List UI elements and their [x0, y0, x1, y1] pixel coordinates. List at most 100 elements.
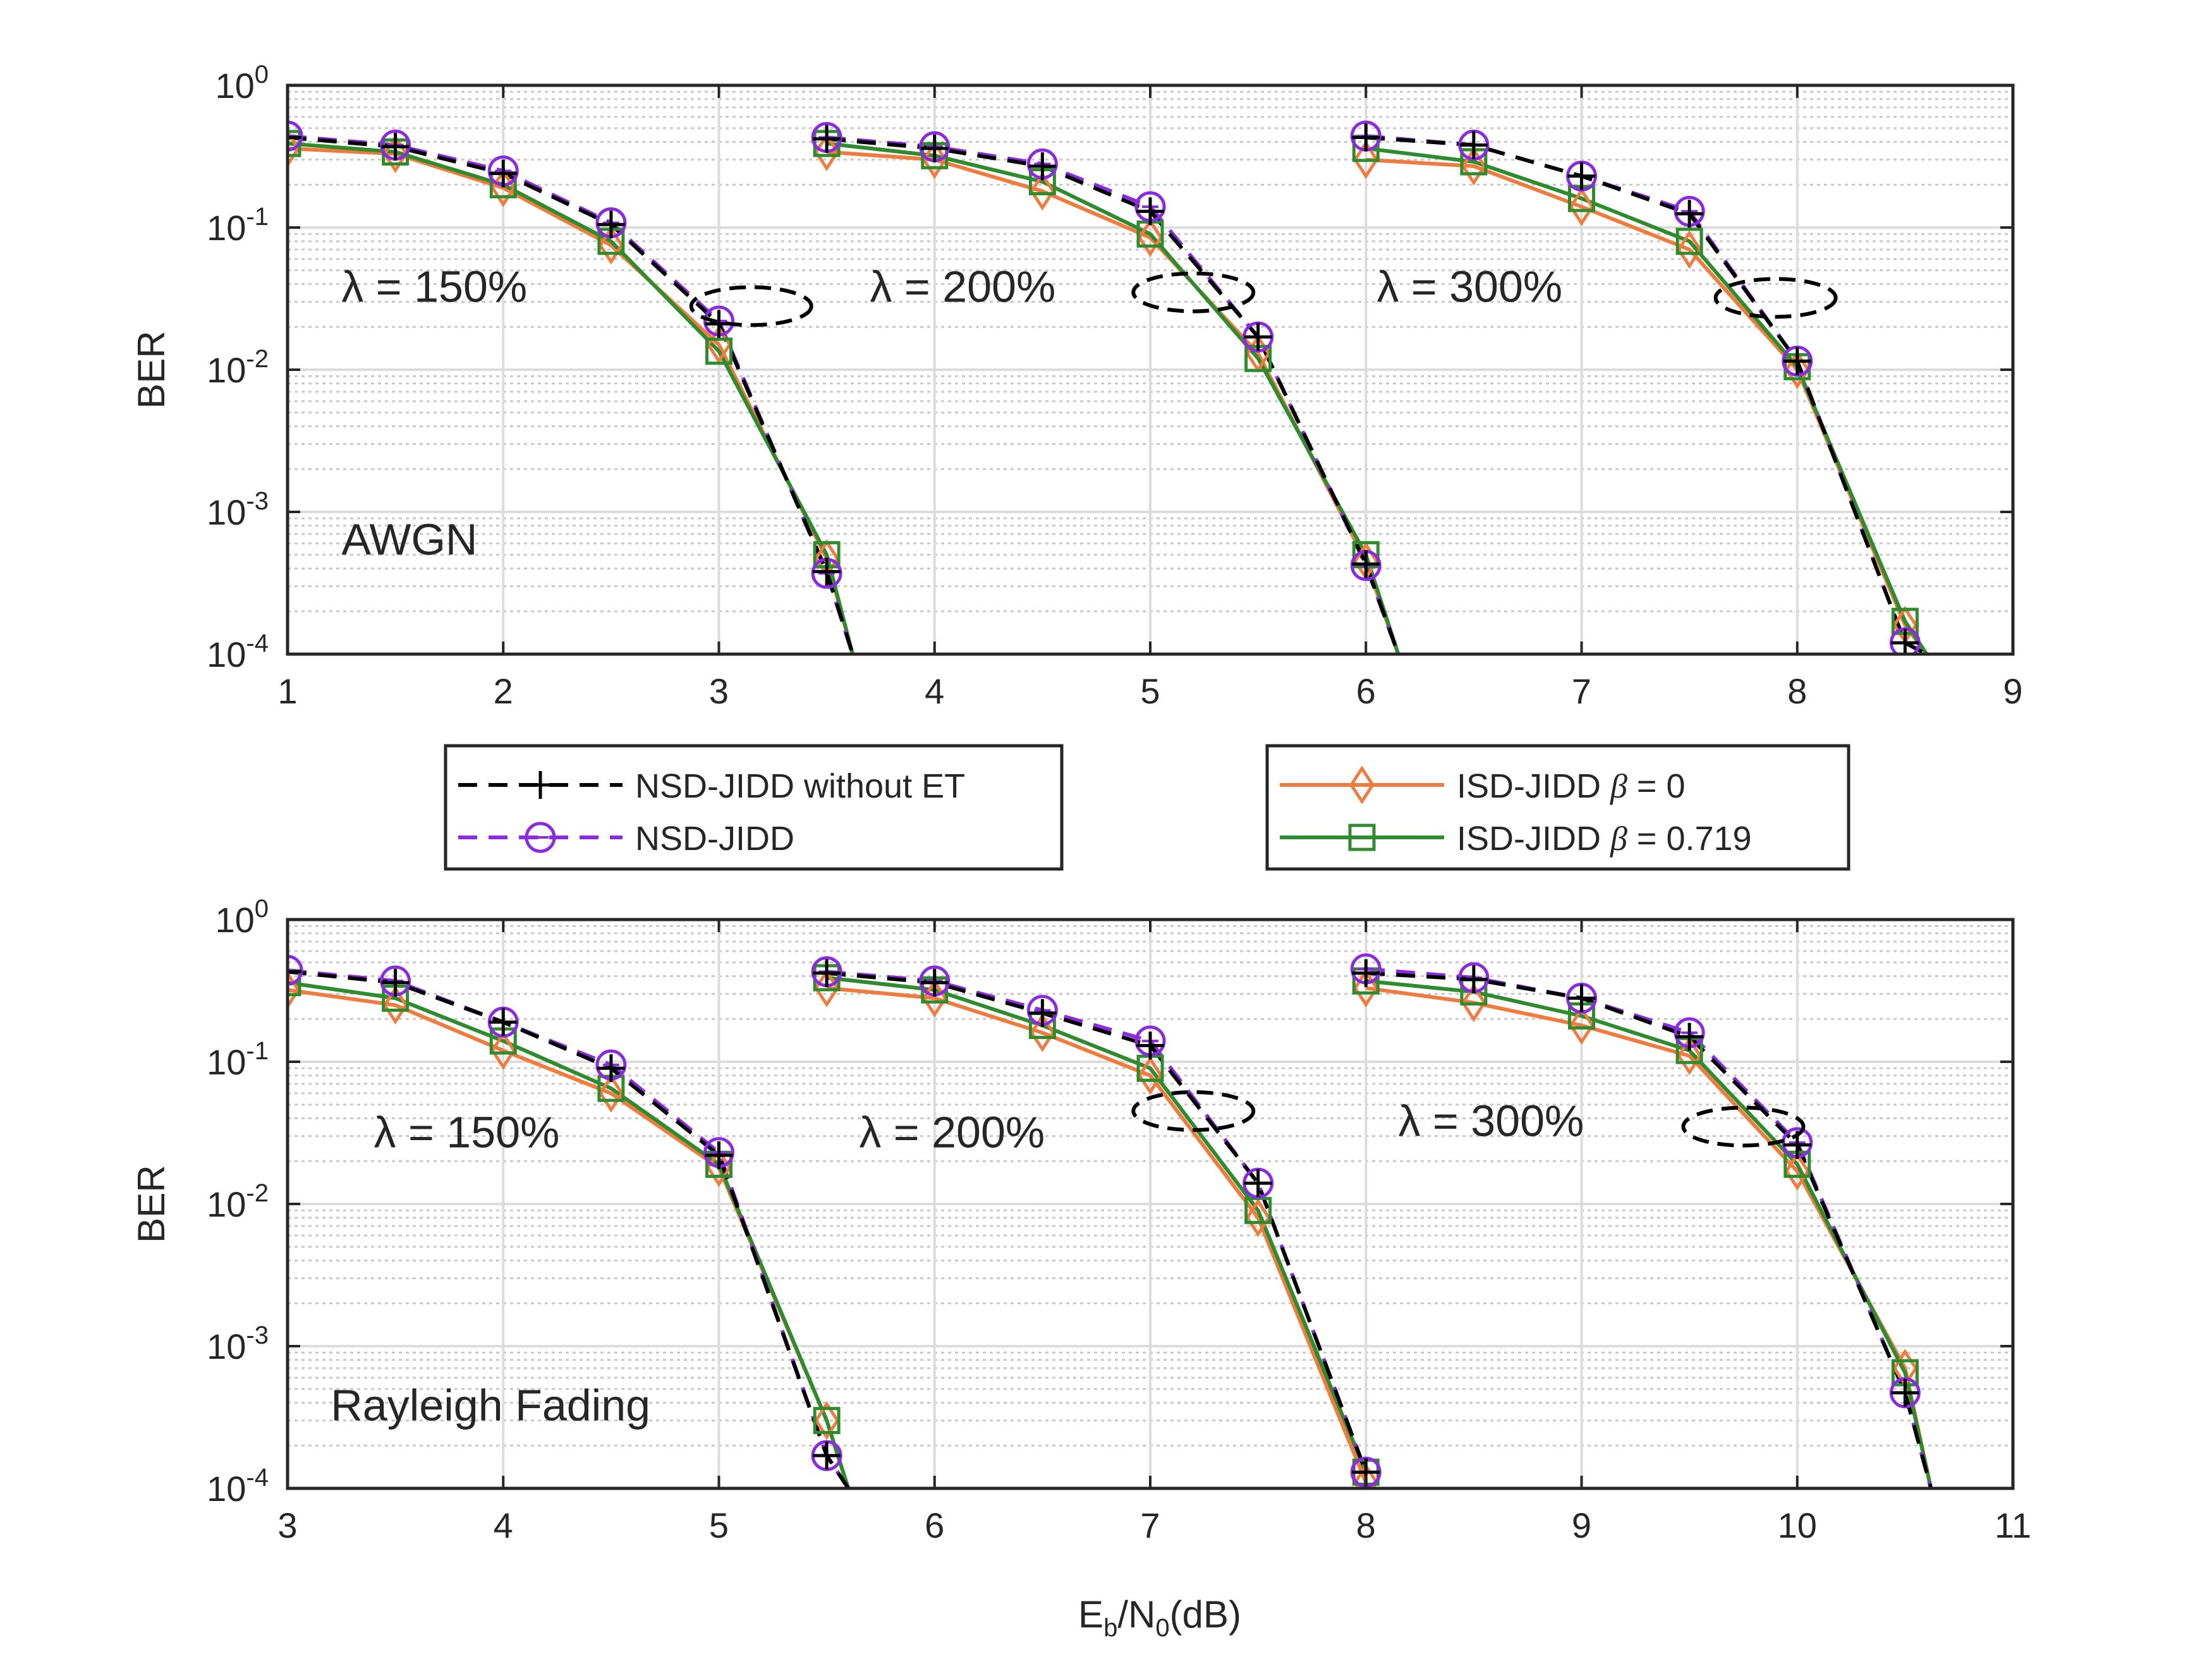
annotation-text: λ = 150%: [341, 262, 527, 312]
annotation-text: Rayleigh Fading: [331, 1381, 650, 1430]
data-point-isd_beta0: [1353, 1463, 1379, 1488]
data-point-isd_beta0: [1784, 350, 1810, 389]
x-tick-label: 8: [1787, 671, 1807, 711]
data-point-nsd_without_et: [813, 557, 841, 586]
x-tick-label: 7: [1572, 671, 1591, 711]
y-axis-label: BER: [130, 331, 173, 408]
annotation-text: λ = 200%: [859, 1107, 1045, 1157]
y-axis-label: BER: [130, 1165, 173, 1243]
data-point-nsd_without_et: [1136, 197, 1164, 226]
x-tick-label: 6: [925, 1505, 944, 1545]
data-point-nsd_without_et: [813, 125, 841, 153]
y-tick-label: 10-4: [207, 1464, 269, 1509]
data-point-nsd_without_et: [1783, 347, 1811, 375]
y-tick-label: 10-4: [207, 629, 269, 674]
y-tick-label: 10-2: [207, 345, 269, 390]
data-point-nsd_without_et: [1352, 550, 1380, 578]
data-point-isd_beta0: [1461, 147, 1486, 186]
y-tick-label: 10-3: [207, 487, 269, 532]
series-layer: [288, 953, 1933, 1488]
data-point-isd_beta0: [1461, 983, 1486, 1023]
data-point-nsd_without_et: [1136, 1031, 1164, 1060]
x-tick-label: 11: [1995, 1505, 2031, 1545]
legend-marker-nsd_without_et: [526, 771, 554, 799]
x-tick-label: 6: [1356, 671, 1376, 711]
annotation-text: AWGN: [341, 515, 477, 564]
x-tick-label: 9: [2003, 671, 2022, 711]
data-point-isd_beta0: [814, 1401, 840, 1440]
data-point-isd_beta0: [706, 1148, 732, 1188]
legend-marker-isd_beta0719: [1348, 823, 1376, 851]
data-point-isd_beta0: [1245, 1198, 1271, 1237]
legend-isd: ISD-JIDD β = 0 ISD-JIDD β = 0.719: [1265, 744, 1850, 871]
series-line-isd_beta0719-group1: [288, 980, 851, 1488]
data-point-nsd_without_et: [1891, 1378, 1919, 1407]
annotation-text: λ = 200%: [870, 262, 1055, 312]
data-point-nsd_without_et: [813, 1442, 841, 1470]
data-point-isd_beta0: [1569, 1006, 1595, 1045]
legend-entry-nsd-without-et: NSD-JIDD without ET: [458, 767, 965, 805]
data-point-isd_beta0: [1030, 171, 1055, 211]
series-line-isd_beta0719-group3: [1365, 146, 1929, 654]
legend-label-isd-beta0719: ISD-JIDD β = 0.719: [1457, 820, 1752, 858]
annotation-text: λ = 150%: [374, 1107, 560, 1157]
x-tick-label: 5: [709, 1505, 729, 1545]
x-tick-label: 2: [494, 671, 513, 711]
data-point-nsd_without_et: [597, 210, 625, 239]
data-point-isd_beta0: [490, 1031, 516, 1070]
legend-entry-nsd-jidd: NSD-JIDD: [458, 820, 794, 858]
y-tick-label: 10-3: [207, 1322, 269, 1366]
data-point-isd_beta0: [382, 134, 408, 173]
legend-nsd: NSD-JIDD without ET NSD-JIDD: [444, 744, 1064, 871]
annotation-text: λ = 300%: [1376, 262, 1562, 312]
x-tick-label: 5: [1140, 671, 1160, 711]
data-point-isd_beta0: [288, 970, 300, 1009]
data-point-isd_beta0: [921, 140, 947, 179]
data-point-isd_beta0: [288, 129, 300, 168]
annotation-text: λ = 300%: [1398, 1097, 1584, 1146]
data-point-nsd_without_et: [288, 123, 301, 152]
legend-marker-nsd_jidd: [525, 822, 556, 853]
legend-label-nsd-jidd: NSD-JIDD: [635, 820, 794, 858]
series-line-isd_beta0-group2: [826, 986, 1368, 1483]
x-tick-label: 4: [494, 1505, 513, 1545]
awgn-panel: λ = 150% λ = 200% λ = 300% AWGN 1 2 3 4 5 6 7 8 9 100…: [130, 61, 2023, 711]
series-line-nsd_without_et-group2: [826, 971, 1368, 1473]
data-point-nsd_without_et: [1891, 629, 1919, 654]
data-point-nsd_without_et: [381, 133, 410, 161]
data-point-nsd_without_et: [1459, 131, 1488, 159]
data-point-nsd_without_et: [1675, 1023, 1704, 1051]
data-point-nsd_without_et: [597, 1054, 625, 1083]
series-layer: [288, 120, 1929, 654]
data-point-nsd_without_et: [381, 968, 410, 997]
data-point-nsd_without_et: [489, 1008, 518, 1036]
data-point-nsd_without_et: [1028, 152, 1057, 180]
data-point-nsd_without_et: [920, 134, 949, 162]
group-ellipse: [1131, 1090, 1256, 1133]
group-ellipse: [1713, 277, 1838, 319]
x-tick-label: 10: [1778, 1505, 1817, 1545]
data-point-nsd_without_et: [1567, 162, 1596, 190]
data-point-isd_beta0: [1677, 230, 1703, 269]
data-point-isd_beta0: [1138, 1056, 1163, 1095]
data-point-isd_beta0: [1138, 218, 1163, 257]
y-tick-label: 10-1: [207, 1037, 269, 1082]
data-point-nsd_without_et: [705, 1141, 733, 1169]
x-tick-label: 7: [1140, 1505, 1160, 1545]
data-point-nsd_without_et: [1459, 965, 1488, 994]
data-point-nsd_without_et: [813, 959, 841, 987]
x-tick-label: 9: [1572, 1505, 1591, 1545]
data-point-isd_beta0: [1784, 1152, 1810, 1191]
x-axis-label: Eb/N0(dB): [1078, 1593, 1241, 1642]
data-point-nsd_without_et: [1352, 123, 1380, 152]
data-point-nsd_without_et: [1028, 999, 1057, 1027]
legend-label-isd-beta0: ISD-JIDD β = 0: [1457, 767, 1685, 805]
rayleigh-panel: λ = 150% λ = 200% λ = 300% Rayleigh Fading 3…: [130, 895, 2031, 1545]
data-point-isd_beta0719: [705, 337, 732, 365]
y-tick-label: 10-1: [207, 203, 269, 248]
x-tick-label: 3: [709, 671, 729, 711]
series-line-isd_beta0-group3: [1366, 157, 1928, 654]
data-point-nsd_without_et: [920, 968, 949, 997]
legend-label-nsd-without-et: NSD-JIDD without ET: [635, 767, 965, 805]
data-point-nsd_without_et: [1352, 959, 1380, 987]
